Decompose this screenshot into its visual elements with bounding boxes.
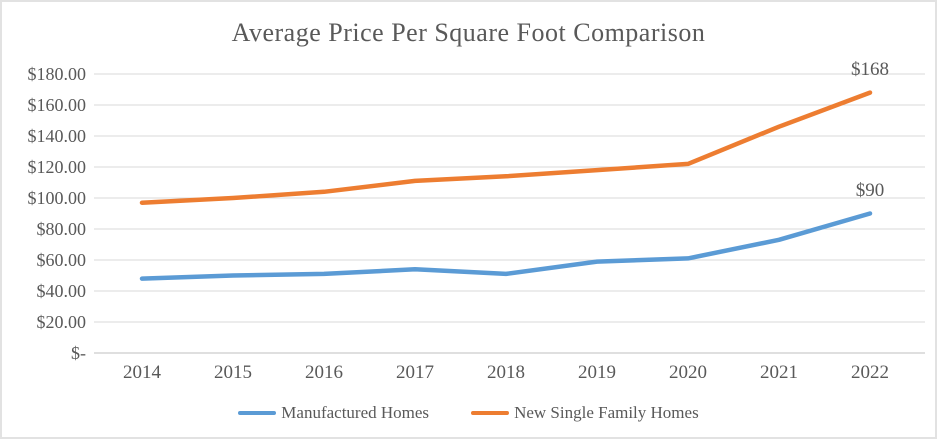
x-tick-label: 2020: [669, 362, 707, 383]
x-tick-label: 2018: [487, 362, 525, 383]
x-tick-label: 2015: [214, 362, 252, 383]
y-tick-label: $-: [71, 343, 86, 363]
y-tick-label: $60.00: [36, 250, 87, 270]
y-tick-label: $160.00: [27, 95, 87, 115]
y-tick-label: $20.00: [36, 312, 87, 332]
data-label-manufactured-homes: $90: [855, 179, 885, 201]
x-tick-label: 2016: [305, 362, 343, 383]
gridlines: [94, 73, 925, 354]
legend-line-swatch-single-family: [471, 411, 510, 415]
y-tick-label: $100.00: [27, 188, 87, 208]
data-label-new-single-family-homes: $168: [851, 58, 889, 80]
legend-item-manufactured-homes: Manufactured Homes: [238, 403, 429, 423]
series-line-new-single-family-homes: [139, 90, 873, 205]
y-tick-label: $120.00: [27, 157, 87, 177]
x-tick-label: 2019: [578, 362, 616, 383]
x-tick-label: 2017: [396, 362, 434, 383]
series-lines: [139, 90, 873, 281]
y-tick-label: $140.00: [27, 126, 87, 146]
chart-title: Average Price Per Square Foot Comparison: [231, 18, 706, 47]
legend-label-manufactured: Manufactured Homes: [281, 403, 430, 422]
legend-item-new-single-family-homes: New Single Family Homes: [471, 403, 699, 423]
y-tick-label: $40.00: [36, 281, 87, 301]
legend-label-single-family: New Single Family Homes: [514, 403, 699, 422]
x-tick-label: 2022: [851, 362, 889, 383]
chart-legend: Manufactured Homes New Single Family Hom…: [2, 403, 935, 423]
x-tick-label: 2021: [760, 362, 798, 383]
legend-line-swatch-manufactured: [238, 411, 277, 415]
x-tick-label: 2014: [123, 362, 161, 383]
y-tick-label: $180.00: [27, 64, 87, 84]
y-tick-label: $80.00: [36, 219, 87, 239]
series-line-manufactured-homes: [139, 211, 873, 281]
